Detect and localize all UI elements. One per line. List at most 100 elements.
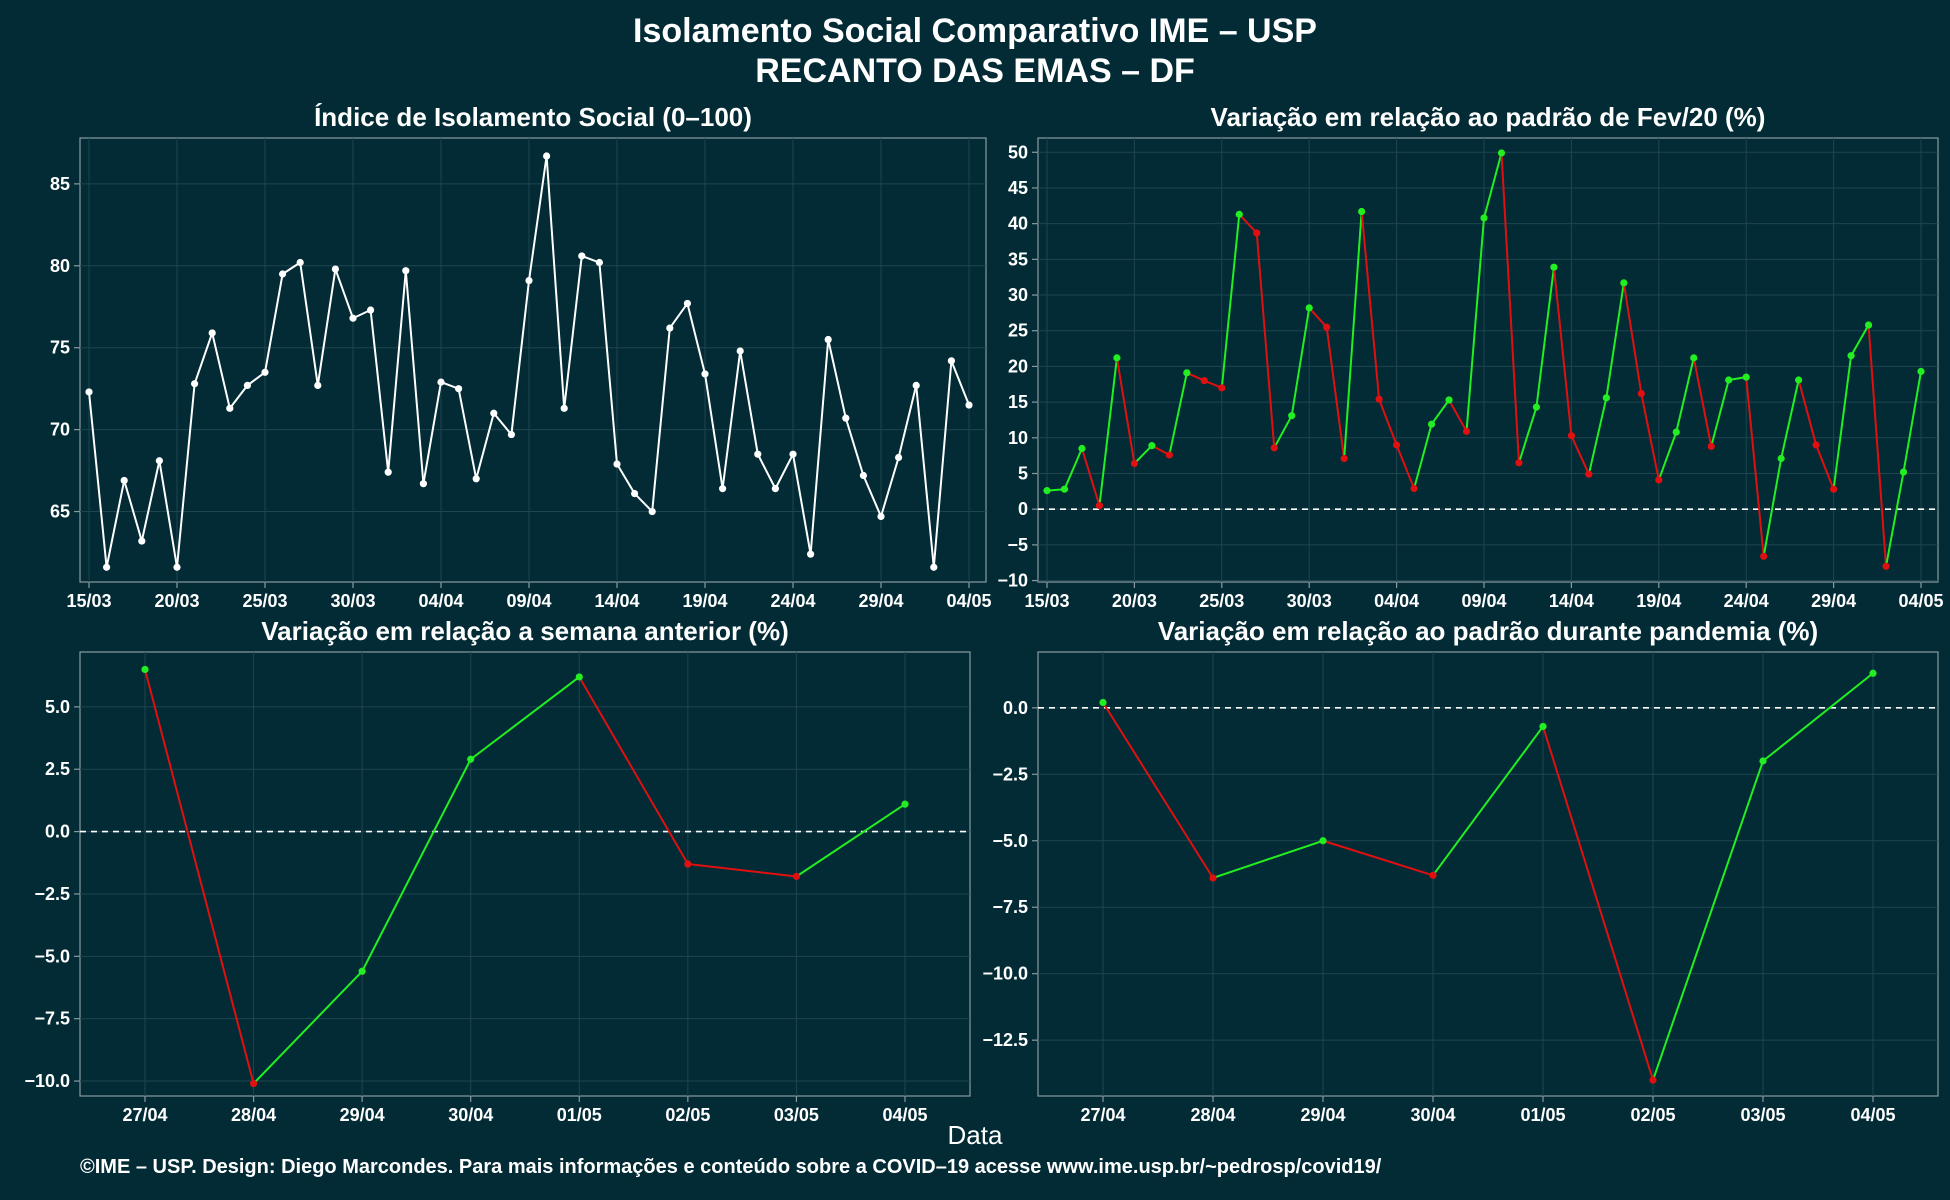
main-subtitle: RECANTO DAS EMAS – DF xyxy=(755,52,1195,90)
panel-2-ytick-label: −10 xyxy=(997,571,1028,591)
panel-2-point xyxy=(1672,428,1680,436)
panel-3-frame xyxy=(79,651,971,1097)
panel-3-segment xyxy=(361,758,472,972)
panel-2-point xyxy=(1864,321,1873,329)
panel-1-segment xyxy=(316,268,337,386)
panel-1-point xyxy=(895,453,903,462)
panel-1-ytick-label: 65 xyxy=(50,502,70,522)
panel-3-xtick-label: 02/05 xyxy=(665,1105,710,1125)
panel-2-xtick-label: 09/04 xyxy=(1461,591,1506,611)
panel-2-segment xyxy=(1098,357,1118,506)
panel-2-segment xyxy=(1850,324,1870,357)
panel-1-segment xyxy=(528,155,548,281)
panel-4-point xyxy=(1429,871,1437,879)
panel-2-xtick-label: 04/05 xyxy=(1898,591,1943,611)
panel-2-point xyxy=(1742,373,1750,381)
panel-2-segment xyxy=(1832,355,1853,490)
panel-2-ytick-label: 30 xyxy=(1008,285,1028,305)
panel-3-xtick-label: 30/04 xyxy=(448,1105,493,1125)
panel-4-point xyxy=(1539,722,1547,731)
panel-1-ytick-label: 70 xyxy=(50,420,70,440)
panel-1-point xyxy=(349,314,357,322)
panel-2-ytick-label: 20 xyxy=(1008,356,1028,376)
panel-1-segment xyxy=(844,417,865,476)
panel-1-point xyxy=(595,258,604,267)
panel-2-ytick-label: 25 xyxy=(1008,321,1028,341)
panel-2-point xyxy=(1515,459,1523,467)
panel-1-segment xyxy=(686,303,706,375)
panel-3-segment xyxy=(687,863,797,878)
panel-1-segment xyxy=(193,332,214,385)
panel-1-segment xyxy=(651,327,671,512)
panel-1-point xyxy=(842,414,850,422)
panel-4-segment xyxy=(1652,760,1764,1081)
panel-2-point xyxy=(1567,432,1575,440)
panel-1-segment xyxy=(422,381,442,484)
panel-2-point xyxy=(1847,352,1855,360)
panel-2-point xyxy=(1882,562,1890,570)
panel-4-point xyxy=(1649,1076,1657,1084)
panel-1-xtick-label: 19/04 xyxy=(682,591,727,611)
panel-4-point xyxy=(1869,669,1877,677)
panel-1-frame xyxy=(79,137,987,583)
panel-2-point xyxy=(1323,323,1331,331)
panel-2-segment xyxy=(1605,282,1625,398)
panel-4-point xyxy=(1319,837,1327,845)
panel-4-segment xyxy=(1212,839,1324,879)
panel-1-segment xyxy=(915,385,935,568)
panel-2-point xyxy=(1917,367,1925,376)
panel-1-point xyxy=(261,368,269,376)
panel-4-segment xyxy=(1762,672,1874,762)
panel-4-xtick-label: 03/05 xyxy=(1740,1105,1785,1125)
panel-1-segment xyxy=(880,457,900,517)
panel-1-ytick-label: 75 xyxy=(50,338,70,358)
panel-3-segment xyxy=(578,676,689,865)
panel-2-xtick-label: 30/03 xyxy=(1287,591,1332,611)
panel-1-point xyxy=(666,324,674,332)
panel-2-point xyxy=(1830,485,1838,493)
panel-4-xtick-label: 04/05 xyxy=(1850,1105,1895,1125)
panel-1-point xyxy=(965,401,973,409)
panel-1-segment xyxy=(756,453,777,490)
panel-1-segment xyxy=(211,332,231,409)
panel-3-ytick-label: −5.0 xyxy=(34,946,70,966)
panel-1-segment xyxy=(950,360,970,406)
panel-1-point xyxy=(877,512,885,521)
panel-1-point xyxy=(384,468,392,476)
panel-2-point xyxy=(1725,376,1733,384)
panel-1-segment xyxy=(334,268,354,319)
panel-2-point xyxy=(1462,427,1471,435)
panel-1-point xyxy=(191,380,199,388)
panel-1-point xyxy=(120,476,128,485)
panel-2-title: Variação em relação ao padrão de Fev/20 … xyxy=(1211,102,1766,132)
panel-1-segment xyxy=(176,383,196,568)
panel-2-segment xyxy=(1220,214,1241,388)
panel-2-segment xyxy=(1500,152,1520,463)
panel-2-point xyxy=(1305,304,1313,312)
panel-1-xtick-label: 04/05 xyxy=(946,591,991,611)
panel-1-point xyxy=(507,430,515,439)
panel-3-ytick-label: −7.5 xyxy=(34,1009,70,1029)
panel-2-segment xyxy=(1797,379,1818,446)
panel-4-ytick-label: 0.0 xyxy=(1003,698,1028,718)
panel-2-segment xyxy=(1413,423,1433,489)
panel-1-point xyxy=(807,550,815,558)
panel-1-point xyxy=(455,385,463,393)
panel-1-xtick-label: 25/03 xyxy=(242,591,287,611)
panel-2-segment xyxy=(1587,397,1608,475)
panel-2-point xyxy=(1218,384,1226,392)
panel-1-point xyxy=(771,485,780,493)
panel-1-segment xyxy=(563,255,583,409)
panel-1-segment xyxy=(739,350,759,455)
panel-1-segment xyxy=(897,385,918,458)
panel-4-xtick-label: 30/04 xyxy=(1410,1105,1455,1125)
panel-4-segment xyxy=(1432,725,1544,876)
panel-1-point xyxy=(824,335,832,344)
panel-1-point xyxy=(789,450,797,458)
panel-1-point xyxy=(930,563,938,571)
panel-2-point xyxy=(1532,403,1541,411)
panel-2-segment xyxy=(1815,444,1835,490)
panel-2-ytick-label: 50 xyxy=(1008,142,1028,162)
panel-2-point xyxy=(1550,263,1558,271)
panel-2-segment xyxy=(1081,448,1101,506)
